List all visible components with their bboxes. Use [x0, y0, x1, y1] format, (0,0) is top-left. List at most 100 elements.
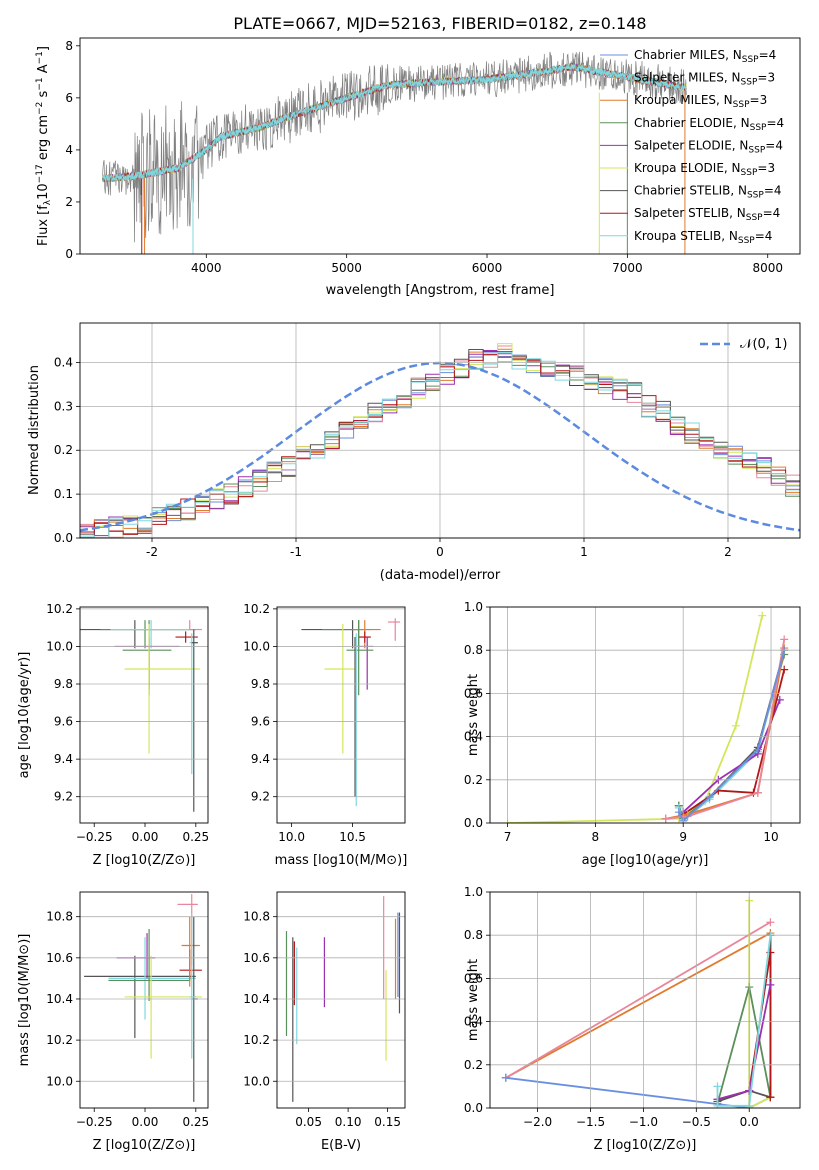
histogram-step	[80, 345, 800, 538]
legend-text: Salpeter ELODIE, N	[634, 138, 748, 152]
ylabel-part: −17	[35, 164, 45, 183]
x-tick-label: 0.10	[335, 1115, 362, 1129]
y-tick-label: 0.0	[464, 816, 483, 830]
legend-sub: SSP	[747, 191, 764, 201]
y-tick-label: 10.0	[243, 639, 270, 653]
histogram-step	[80, 352, 800, 534]
y-tick-label: 8	[65, 39, 73, 53]
axes-frame	[79, 37, 801, 255]
plot-area	[503, 611, 789, 823]
weight-line	[505, 921, 771, 1079]
legend-tail: =4	[766, 116, 784, 130]
ylabel-part: λ	[43, 199, 53, 205]
panel-xlabel: Z [log10(Z/Z⊙)]	[594, 1138, 697, 1153]
panel-residuals: -2 -1 0 1 2 0.0 0.1 0.2 0.3 0.4 𝒩(0, 1) (data-model…	[27, 322, 801, 583]
legend-text: Salpeter STELIB, N	[634, 206, 746, 220]
x-tick-label: 10	[763, 830, 778, 844]
x-tick-label: 5000	[331, 261, 362, 275]
x-tick-label: 10.5	[339, 830, 366, 844]
y-tick-label: 0.3	[54, 399, 73, 413]
weight-marker	[674, 808, 683, 817]
x-tick-label: -2	[146, 545, 158, 559]
x-tick-label: 0.25	[182, 1115, 209, 1129]
ylabel-part: Flux [f	[36, 205, 51, 246]
legend-label: Salpeter ELODIE, NSSP=4	[634, 138, 783, 155]
weight-marker	[501, 1073, 510, 1082]
y-tick-label: 1.0	[464, 600, 483, 614]
legend-sub: SSP	[746, 213, 763, 223]
legend-sub: SSP	[738, 236, 755, 246]
x-tick-label: 7000	[612, 261, 643, 275]
plot-area	[102, 51, 687, 254]
panel-mass-vs-ebv: 0.05 0.10 0.15 10.0 10.2 10.4 10.6 10.8 E(B-V)	[243, 891, 406, 1153]
legend-label: Chabrier STELIB, NSSP=4	[634, 184, 782, 201]
legend-text: Chabrier ELODIE, N	[634, 116, 750, 130]
y-tick-label: 10.2	[243, 1033, 270, 1047]
weight-marker	[731, 721, 740, 730]
y-tick-label: 4	[65, 143, 73, 157]
x-tick-label: −2.0	[523, 1115, 552, 1129]
x-tick-label: 0.05	[295, 1115, 322, 1129]
y-tick-label: 10.6	[46, 951, 73, 965]
legend-sub: SSP	[741, 168, 758, 178]
legend-label: Kroupa STELIB, NSSP=4	[634, 229, 772, 246]
y-tick-label: 0.6	[464, 971, 483, 985]
histogram-step	[80, 349, 800, 535]
legend-tail: =4	[765, 138, 783, 152]
x-tick-label: −0.25	[76, 830, 113, 844]
weight-marker	[661, 814, 670, 823]
legend-tail: =3	[750, 93, 768, 107]
plot-area	[80, 343, 800, 538]
axes-frame	[489, 606, 801, 824]
legend-label: Chabrier ELODIE, NSSP=4	[634, 116, 784, 133]
ylabel-part: s	[36, 90, 51, 101]
hist-ylabel: Normed distribution	[27, 365, 42, 495]
y-tick-label: 0.0	[54, 531, 73, 545]
legend-text: Salpeter MILES, N	[634, 71, 741, 85]
x-tick-label: −1.0	[629, 1115, 658, 1129]
figure-title: PLATE=0667, MJD=52163, FIBERID=0182, z=0…	[233, 14, 646, 33]
y-tick-label: 0.4	[464, 730, 483, 744]
ylabel-part: −1	[35, 51, 45, 64]
y-tick-label: 9.8	[251, 677, 270, 691]
plot-area	[84, 894, 202, 1102]
legend-sub: SSP	[742, 55, 759, 65]
histogram-step	[80, 352, 800, 538]
x-tick-label: 2	[724, 545, 732, 559]
panel-xlabel: mass [log10(M/M⊙)]	[275, 853, 408, 868]
y-tick-label: 10.4	[243, 992, 270, 1006]
axes-frame	[79, 322, 801, 539]
x-tick-label: 7	[504, 830, 512, 844]
panel-ylabel: age [log10(age/yr)]	[17, 652, 32, 779]
ylabel-part: A	[36, 64, 51, 77]
panel-xlabel: age [log10(age/yr)]	[582, 853, 709, 868]
spectrum-model-line	[102, 62, 687, 183]
x-tick-label: −0.25	[76, 1115, 113, 1129]
weight-marker	[713, 1082, 722, 1091]
x-tick-label: 0.00	[132, 830, 159, 844]
y-tick-label: 0.2	[464, 773, 483, 787]
y-tick-label: 10.0	[243, 1074, 270, 1088]
x-tick-label: 6000	[472, 261, 503, 275]
ylabel-part: 10	[36, 183, 51, 200]
y-tick-label: 9.8	[54, 677, 73, 691]
legend-tail: =3	[757, 71, 775, 85]
weight-marker	[753, 745, 762, 754]
y-tick-label: 10.8	[46, 910, 73, 924]
y-tick-label: 0.1	[54, 487, 73, 501]
x-tick-label: 4000	[191, 261, 222, 275]
panel-age-vs-Z: −0.25 0.00 0.25 9.2 9.4 9.6 9.8 10.0 10.2 Z [log1…	[17, 602, 209, 868]
weight-marker	[780, 635, 789, 644]
weight-marker	[766, 980, 775, 989]
histogram-step	[80, 354, 800, 535]
y-tick-label: 9.4	[251, 752, 270, 766]
legend-text: Kroupa STELIB, N	[634, 229, 738, 243]
x-tick-label: −1.5	[576, 1115, 605, 1129]
weight-marker	[758, 611, 767, 620]
x-tick-label: 0	[436, 545, 444, 559]
y-tick-label: 10.2	[243, 602, 270, 616]
legend-tail: =3	[757, 161, 775, 175]
legend-tail: =4	[759, 48, 777, 62]
